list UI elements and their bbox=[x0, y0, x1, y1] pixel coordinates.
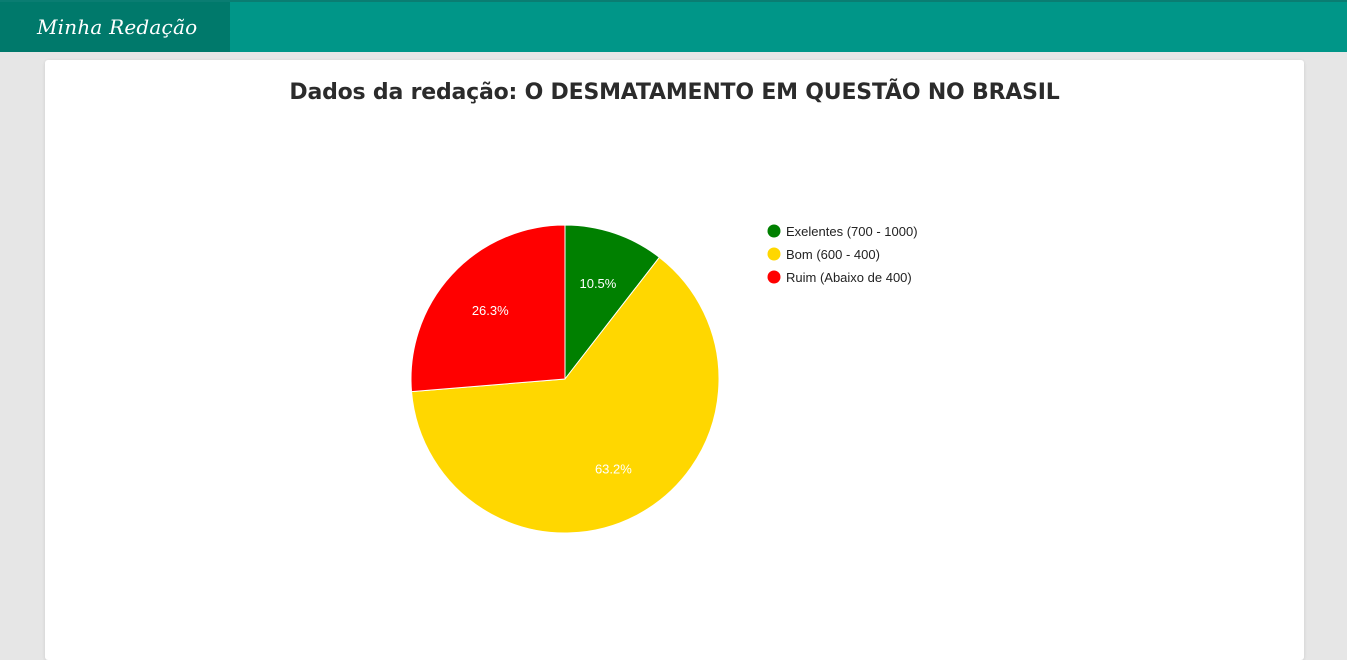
pie-slice-2[interactable] bbox=[410, 224, 566, 393]
legend-swatch-0 bbox=[767, 224, 781, 238]
legend-item-2[interactable]: Ruim (Abaixo de 400) bbox=[767, 270, 912, 285]
legend-swatch-2 bbox=[767, 270, 781, 284]
page-title: Dados da redação: O DESMATAMENTO EM QUES… bbox=[289, 80, 1060, 105]
legend-item-0[interactable]: Exelentes (700 - 1000) bbox=[767, 224, 918, 239]
brand-logo-link[interactable]: Minha Redação bbox=[0, 2, 230, 52]
pie-slice-1[interactable] bbox=[410, 256, 720, 534]
content-card: Dados da redação: O DESMATAMENTO EM QUES… bbox=[45, 60, 1304, 660]
chart-legend: Exelentes (700 - 1000) Bom (600 - 400) Rui… bbox=[767, 224, 918, 285]
pie-slice-label-0: 10.5% bbox=[579, 276, 616, 291]
pie-slice-0[interactable] bbox=[564, 224, 661, 381]
pie-chart: 10.5% 63.2% 26.3% Exelentes (700 - 1000) Bo… bbox=[410, 224, 918, 534]
pie-slice-label-2: 26.3% bbox=[472, 303, 509, 318]
legend-label-0: Exelentes (700 - 1000) bbox=[786, 224, 918, 239]
pie-slices bbox=[410, 224, 720, 534]
legend-item-1[interactable]: Bom (600 - 400) bbox=[767, 247, 880, 262]
legend-label-1: Bom (600 - 400) bbox=[786, 247, 880, 262]
pie-slice-labels: 10.5% 63.2% 26.3% bbox=[472, 276, 632, 477]
legend-swatch-1 bbox=[767, 247, 781, 261]
legend-label-2: Ruim (Abaixo de 400) bbox=[786, 270, 912, 285]
pie-slice-label-1: 63.2% bbox=[595, 461, 632, 476]
top-navbar: Minha Redação bbox=[0, 0, 1347, 52]
